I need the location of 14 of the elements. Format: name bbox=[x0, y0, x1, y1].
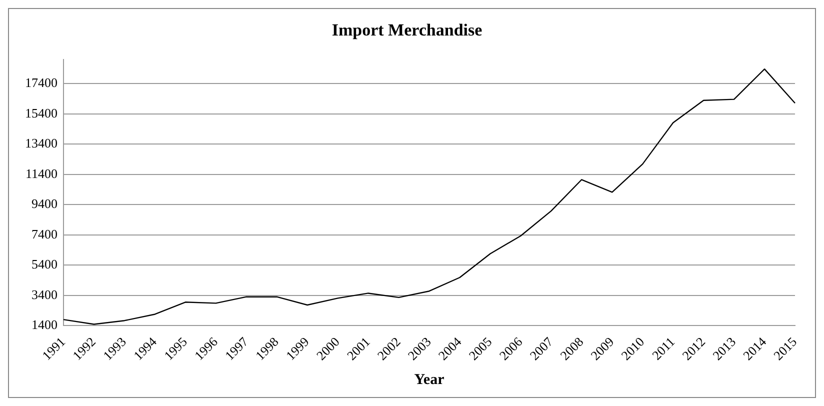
y-tick-label: 9400 bbox=[32, 196, 58, 212]
y-tick-label: 17400 bbox=[25, 75, 58, 90]
chart-title: Import Merchandise bbox=[332, 20, 483, 40]
y-tick-label: 5400 bbox=[32, 256, 58, 272]
y-tick-label: 3400 bbox=[32, 286, 58, 302]
y-tick-label: 15400 bbox=[25, 105, 58, 120]
x-tick-label: 1999 bbox=[282, 334, 312, 364]
x-axis-title: Year bbox=[414, 372, 445, 388]
y-tick-label: 7400 bbox=[32, 226, 58, 242]
x-tick-label: 1991 bbox=[39, 334, 68, 364]
x-tick-label: 1992 bbox=[70, 334, 99, 364]
y-tick-label: 13400 bbox=[25, 136, 58, 151]
y-tick-label: 11400 bbox=[25, 166, 58, 181]
y-tick-label: 1400 bbox=[32, 317, 58, 332]
